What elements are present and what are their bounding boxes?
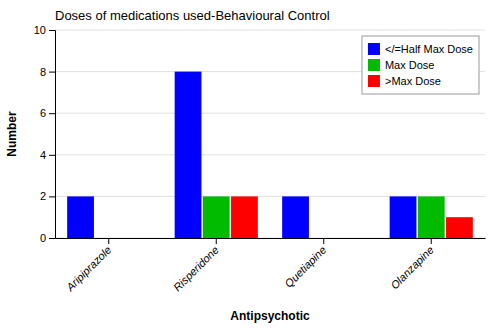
legend-frame	[362, 36, 479, 94]
legend-item: Max Dose	[368, 59, 435, 71]
bar-series	[67, 72, 416, 238]
chart: 0 2 4 6 8 10 Aripiprazole Risperidone Quetiapine…	[0, 0, 500, 328]
bar	[339, 238, 366, 239]
x-axis: Aripiprazole Risperidone Quetiapine Olanzap…	[56, 238, 486, 294]
axis-line	[49, 31, 56, 239]
tick: 2	[40, 190, 55, 202]
tick: 8	[40, 66, 55, 78]
tick: Olanzapine	[388, 238, 436, 291]
bar	[124, 238, 151, 239]
axis-line	[56, 238, 486, 239]
bar	[67, 196, 94, 238]
grid-line	[55, 154, 485, 155]
legend-swatch	[368, 75, 380, 87]
grid	[55, 30, 485, 238]
legend-item: </=Half Max Dose	[368, 43, 473, 55]
tick-label: 8	[40, 66, 46, 78]
tick-label: 10	[34, 24, 46, 36]
legend: </=Half Max Dose Max Dose >Max Dose	[362, 36, 479, 94]
bar	[418, 196, 445, 238]
legend-item: >Max Dose	[368, 75, 441, 87]
legend-label: </=Half Max Dose	[385, 43, 473, 55]
plot: 0 2 4 6 8 10 Aripiprazole Risperidone Quetiapine…	[34, 24, 486, 294]
tick-label: 2	[40, 190, 46, 202]
tick-label: 0	[40, 232, 46, 244]
y-axis: 0 2 4 6 8 10	[34, 24, 56, 244]
bar	[203, 196, 230, 238]
legend-swatch	[368, 59, 380, 71]
legend-label: Max Dose	[385, 59, 435, 71]
tick-mark	[49, 238, 55, 239]
title: Doses of medications used-Behavioural Co…	[55, 8, 330, 23]
legend-label: >Max Dose	[385, 75, 441, 87]
tick-mark	[49, 196, 55, 197]
tick-mark	[49, 72, 55, 73]
tick-mark	[108, 238, 109, 244]
tick: Quetiapine	[282, 238, 328, 290]
legend-swatch	[368, 43, 380, 55]
tick-label: Quetiapine	[282, 244, 328, 290]
tick-mark	[49, 30, 55, 31]
tick-mark	[49, 155, 55, 156]
bar	[282, 196, 309, 238]
tick-label: 4	[40, 149, 46, 161]
x-axis-title: Antipsychotic	[230, 309, 310, 323]
bar	[446, 217, 473, 238]
bar	[95, 238, 122, 239]
tick: 4	[40, 149, 55, 161]
tick-label: 6	[40, 107, 46, 119]
grid-line	[55, 113, 485, 114]
bar	[231, 196, 258, 238]
grid-line	[55, 30, 485, 31]
tick: Aripiprazole	[63, 238, 113, 294]
tick-label: Aripiprazole	[63, 244, 113, 294]
tick-label: Risperidone	[171, 244, 221, 294]
y-axis-title: Number	[5, 111, 19, 157]
tick-mark	[431, 238, 432, 244]
tick-mark	[216, 238, 217, 244]
bar	[390, 196, 417, 238]
tick: 0	[40, 232, 55, 244]
tick-mark	[323, 238, 324, 244]
tick: 6	[40, 107, 55, 119]
bars	[67, 72, 473, 238]
bar-series	[203, 196, 445, 238]
bar	[175, 72, 202, 238]
bar-series	[231, 196, 473, 238]
bar	[310, 238, 337, 239]
tick: Risperidone	[171, 238, 221, 294]
tick-mark	[49, 113, 55, 114]
tick-label: Olanzapine	[388, 244, 436, 292]
tick: 10	[34, 24, 55, 36]
